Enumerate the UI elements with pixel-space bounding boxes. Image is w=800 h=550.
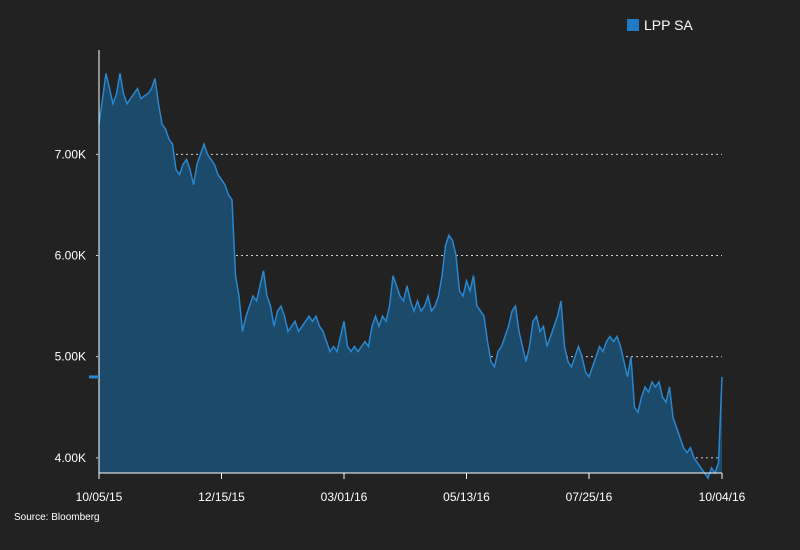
series-area	[98, 73, 723, 480]
x-tick-label: 10/05/15	[76, 490, 123, 504]
y-tick-label: 7.00K	[55, 147, 86, 161]
legend-label: LPP SA	[644, 17, 693, 33]
y-axis-ticks: 4.00K 5.00K 6.00K 7.00K	[55, 147, 86, 464]
x-tick-label: 10/04/16	[699, 490, 746, 504]
x-tick-label: 05/13/16	[443, 490, 490, 504]
series-fill	[99, 73, 722, 479]
legend-swatch	[627, 19, 639, 31]
series-line	[98, 73, 723, 480]
x-tick-label: 07/25/16	[566, 490, 613, 504]
x-tick-label: 03/01/16	[321, 490, 368, 504]
y-tick-label: 4.00K	[55, 451, 86, 465]
axes	[89, 50, 722, 474]
y-tick-label: 5.00K	[55, 350, 86, 364]
y-tick-label: 6.00K	[55, 249, 86, 263]
legend: LPP SA	[627, 14, 693, 36]
x-tick-label: 12/15/15	[198, 490, 245, 504]
source-note: Source: Bloomberg	[14, 512, 100, 523]
x-axis-ticks: 10/05/15 12/15/15 03/01/16 05/13/16 07/25/16…	[76, 473, 746, 504]
